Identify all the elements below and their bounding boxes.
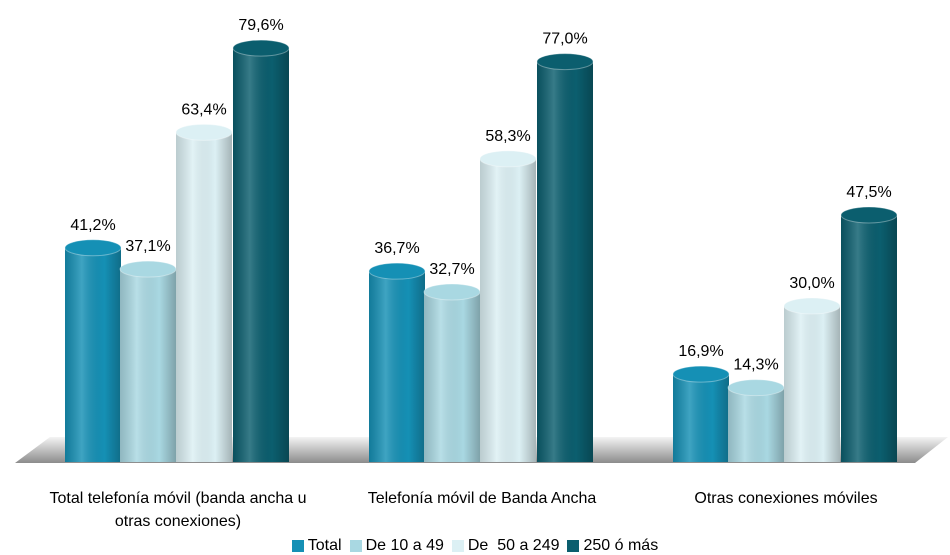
value-label: 47,5%: [846, 184, 891, 201]
bar-top: [368, 262, 426, 280]
bar-top: [175, 123, 233, 141]
value-label: 41,2%: [70, 217, 115, 234]
x-tick-label: Total telefonía móvil (banda ancha u otr…: [49, 490, 307, 530]
legend-label: De 10 a 49: [365, 537, 444, 554]
x-tick-label: Otras conexiones móviles: [694, 490, 878, 507]
bar-shade: [65, 247, 121, 462]
bar-shade: [233, 48, 289, 462]
legend-swatch: [567, 540, 580, 552]
value-label: 79,6%: [238, 17, 283, 34]
bar-top: [479, 150, 537, 168]
bar-shade: [673, 374, 729, 462]
bar-shade: [537, 61, 593, 462]
legend: Total De 10 a 49 De 50 a 249 250 ó más: [0, 537, 950, 555]
bar-shade: [120, 269, 176, 462]
bar-top: [783, 297, 841, 315]
value-label: 63,4%: [181, 101, 226, 118]
legend-item: 250 ó más: [567, 537, 658, 555]
legend-label: De 50 a 249: [467, 537, 560, 554]
value-label: 37,1%: [125, 238, 170, 255]
legend-item: Total: [291, 537, 342, 555]
legend-label: Total: [307, 537, 342, 554]
value-label: 58,3%: [485, 128, 530, 145]
legend-item: De 10 a 49: [349, 537, 444, 555]
legend-item: De 50 a 249: [451, 537, 560, 555]
bar-shade: [480, 158, 536, 462]
bar-shade: [841, 215, 897, 462]
value-label: 36,7%: [374, 240, 419, 257]
bar-top: [64, 239, 122, 257]
legend-swatch: [451, 540, 464, 552]
bar-shade: [728, 387, 784, 462]
bar-shade: [424, 291, 480, 462]
value-label: 30,0%: [789, 275, 834, 292]
bar-shade: [176, 132, 232, 462]
bar-top: [119, 260, 177, 278]
value-label: 16,9%: [678, 343, 723, 360]
x-tick-label: Telefonía móvil de Banda Ancha: [367, 490, 597, 507]
bar-shade: [784, 306, 840, 462]
bar-top: [840, 206, 898, 224]
bar-top: [232, 39, 290, 57]
legend-swatch: [291, 540, 304, 552]
bar-top: [672, 365, 730, 383]
bar-shade: [369, 271, 425, 462]
value-label: 32,7%: [429, 261, 474, 278]
bar-top: [536, 53, 594, 71]
bar-top: [423, 283, 481, 301]
value-label: 14,3%: [733, 357, 778, 374]
value-label: 77,0%: [542, 31, 587, 48]
legend-swatch: [349, 540, 362, 552]
legend-label: 250 ó más: [583, 537, 659, 554]
bar-top: [727, 379, 785, 397]
